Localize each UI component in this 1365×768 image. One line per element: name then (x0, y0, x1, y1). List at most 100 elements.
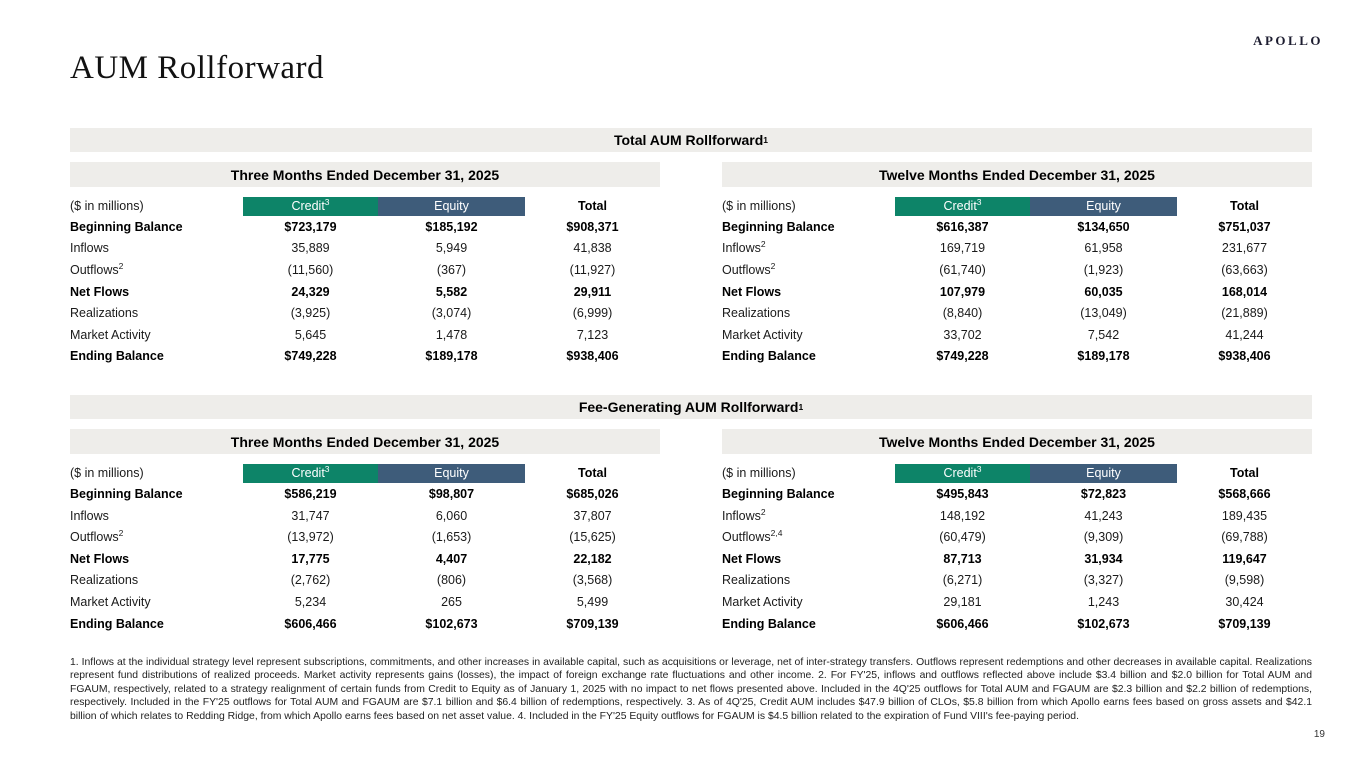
table-row: Realizations (3,925) (3,074) (6,999) (70, 302, 660, 324)
equity-value: $102,673 (1077, 616, 1130, 631)
row-label-text: Inflows (70, 508, 109, 523)
table-header-row: ($ in millions) Credit3 Equity Total (70, 463, 660, 483)
equity-value: 1,478 (435, 327, 468, 342)
row-label-text: Realizations (70, 306, 139, 321)
credit-value: (3,925) (290, 306, 331, 321)
total-value: (15,625) (569, 530, 616, 545)
table-row: Market Activity 29,181 1,243 30,424 (722, 591, 1312, 613)
row-footnote-ref: 2 (118, 527, 124, 538)
total-value: 30,424 (1225, 594, 1264, 609)
row-label-text: Realizations (722, 573, 791, 588)
row-label: Net Flows (70, 552, 243, 566)
section-title-text: Fee-Generating AUM Rollforward (578, 399, 799, 416)
credit-value: 148,192 (939, 508, 986, 523)
table-row: Market Activity 33,702 7,542 41,244 (722, 324, 1312, 346)
row-label: Realizations (722, 306, 895, 320)
row-label-text: Realizations (70, 573, 139, 588)
credit-value: 31,747 (291, 508, 330, 523)
table-row: Net Flows 87,713 31,934 119,647 (722, 548, 1312, 570)
equity-value: 60,035 (1084, 284, 1123, 299)
equity-value: (13,049) (1080, 306, 1127, 321)
equity-value: $189,178 (425, 349, 478, 364)
credit-footnote-ref: 3 (976, 196, 982, 207)
equity-value: 1,243 (1087, 594, 1120, 609)
period-header: Three Months Ended December 31, 2025 (70, 162, 660, 187)
row-label-text: Ending Balance (722, 349, 816, 364)
row-label: Outflows2 (722, 262, 895, 277)
total-column-header: Total (1230, 466, 1259, 481)
credit-value: (6,271) (942, 573, 983, 588)
credit-column-label: Credit (943, 465, 977, 480)
credit-value: 33,702 (943, 327, 982, 342)
table-row: Ending Balance $749,228 $189,178 $938,406 (70, 346, 660, 368)
table-row: Market Activity 5,234 265 5,499 (70, 591, 660, 613)
table-row: Beginning Balance $723,179 $185,192 $908,37… (70, 216, 660, 238)
row-label-text: Market Activity (70, 327, 151, 342)
credit-column-label: Credit (943, 198, 977, 213)
total-value: 7,123 (576, 327, 609, 342)
row-label: Ending Balance (70, 349, 243, 363)
total-value: (11,927) (569, 262, 616, 277)
equity-value: 5,949 (435, 241, 468, 256)
total-value: 41,244 (1225, 327, 1264, 342)
credit-value: (8,840) (942, 306, 983, 321)
total-value: (3,568) (572, 573, 613, 588)
credit-value: $749,228 (284, 349, 337, 364)
table-row: Beginning Balance $495,843 $72,823 $568,666 (722, 483, 1312, 505)
period-header: Three Months Ended December 31, 2025 (70, 429, 660, 455)
row-label: Inflows (70, 241, 243, 255)
equity-value: 6,060 (435, 508, 468, 523)
total-value: 189,435 (1221, 508, 1268, 523)
equity-value: $72,823 (1080, 486, 1127, 501)
equity-value: 4,407 (435, 551, 468, 566)
table-header-row: ($ in millions) Credit3 Equity Total (70, 196, 660, 216)
table-row: Net Flows 24,329 5,582 29,911 (70, 281, 660, 303)
total-value: (9,598) (1224, 573, 1265, 588)
table-row: Realizations (2,762) (806) (3,568) (70, 570, 660, 592)
credit-value: 5,234 (294, 594, 327, 609)
row-label: Beginning Balance (722, 220, 895, 234)
row-label: Net Flows (722, 552, 895, 566)
equity-value: 31,934 (1084, 551, 1123, 566)
row-label-text: Net Flows (70, 551, 130, 566)
row-label: Beginning Balance (70, 220, 243, 234)
credit-value: $606,466 (936, 616, 989, 631)
total-value: (63,663) (1221, 262, 1268, 277)
table-row: Inflows 35,889 5,949 41,838 (70, 238, 660, 260)
credit-value: (11,560) (287, 262, 334, 277)
row-label-text: Beginning Balance (722, 486, 835, 501)
credit-value: 5,645 (294, 327, 327, 342)
equity-column-header: Equity (1030, 196, 1177, 216)
page-title: AUM Rollforward (70, 50, 325, 86)
equity-value: $134,650 (1077, 219, 1130, 234)
credit-value: 24,329 (291, 284, 330, 299)
section-title: Fee-Generating AUM Rollforward 1 (70, 395, 1312, 420)
credit-value: (60,479) (939, 530, 986, 545)
row-label: Realizations (722, 573, 895, 587)
total-value: $685,026 (566, 486, 619, 501)
sections-container: Total AUM Rollforward 1 Three Months Ended… (70, 128, 1312, 634)
row-label-text: Outflows (722, 262, 771, 277)
equity-value: (806) (436, 573, 467, 588)
equity-value: $98,807 (428, 486, 475, 501)
table-row: Beginning Balance $586,219 $98,807 $685,026 (70, 483, 660, 505)
equity-value: $189,178 (1077, 349, 1130, 364)
total-value: 29,911 (573, 284, 612, 299)
table-row: Outflows2 (11,560) (367) (11,927) (70, 259, 660, 281)
section-columns: Three Months Ended December 31, 2025 ($ i… (70, 429, 1312, 634)
row-label: Realizations (70, 306, 243, 320)
equity-value: (1,653) (431, 530, 472, 545)
credit-value: 35,889 (291, 241, 330, 256)
credit-column-header: Credit3 (243, 463, 378, 483)
row-label-text: Net Flows (70, 284, 130, 299)
credit-footnote-ref: 3 (976, 463, 982, 474)
credit-footnote-ref: 3 (324, 196, 330, 207)
row-label-text: Beginning Balance (70, 486, 183, 501)
row-label-text: Inflows (722, 241, 761, 256)
equity-column-header: Equity (378, 463, 525, 483)
row-label-text: Outflows (70, 262, 119, 277)
unit-label: ($ in millions) (70, 199, 144, 213)
row-label-text: Ending Balance (70, 349, 164, 364)
credit-value: (2,762) (290, 573, 331, 588)
